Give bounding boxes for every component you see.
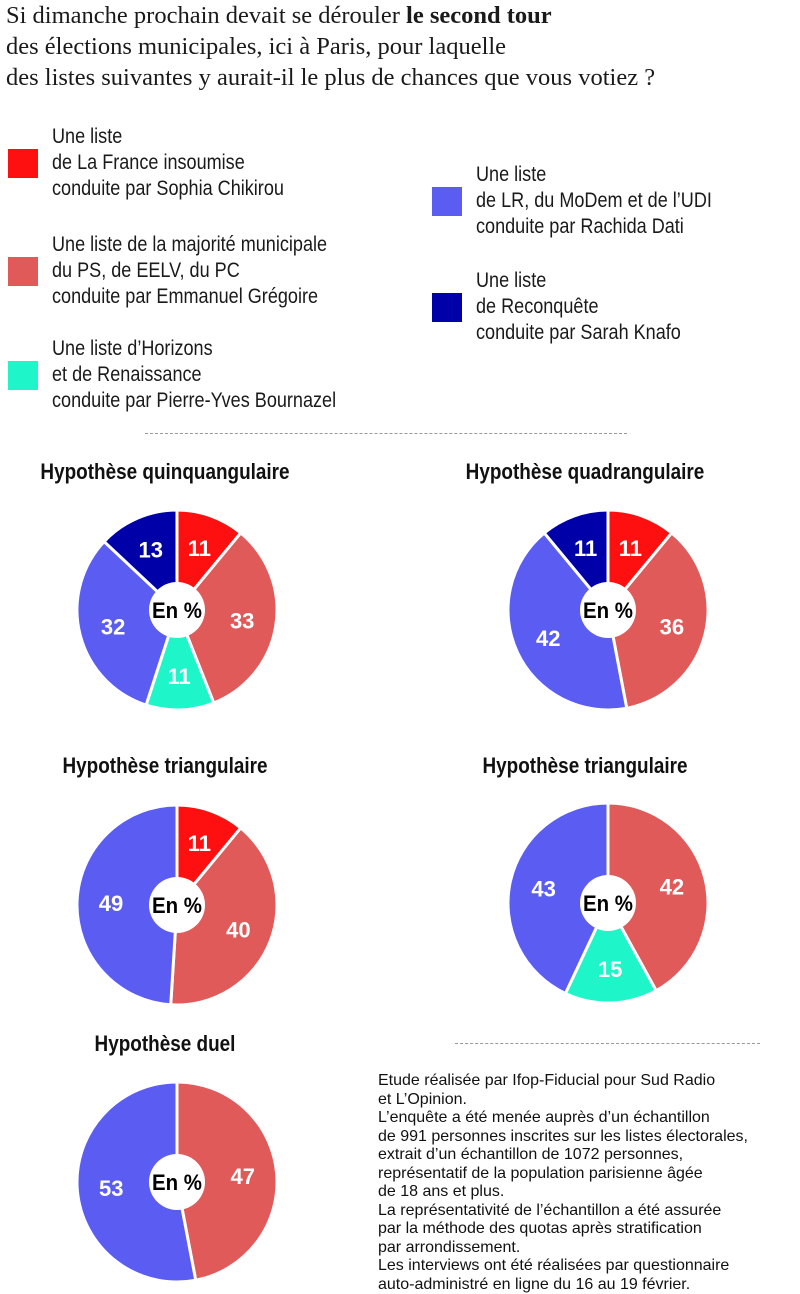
slice-value-label: 42 xyxy=(536,626,560,651)
slice-value-label: 49 xyxy=(99,891,123,916)
legend-line: Une liste xyxy=(476,162,712,188)
question-line: Si dimanche prochain devait se dérouler xyxy=(6,2,406,29)
legend-line: du PS, de EELV, du PC xyxy=(52,258,327,284)
legend-line: conduite par Sarah Knafo xyxy=(476,320,681,346)
legend-line: et de Renaissance xyxy=(52,362,336,388)
center-label: En % xyxy=(152,598,202,623)
pie-chart: 11 40 49 En % xyxy=(72,800,282,1010)
slice-value-label: 36 xyxy=(660,614,684,639)
chart-title: Hypothèse triangulaire xyxy=(482,753,687,779)
legend-line: de LR, du MoDem et de l’UDI xyxy=(476,188,712,214)
methodology-line: La représentativité de l’échantillon a é… xyxy=(378,1202,748,1221)
question-line: des élections municipales, ici à Paris, … xyxy=(6,31,655,62)
slice-value-label: 11 xyxy=(574,536,597,561)
legend-line: conduite par Rachida Dati xyxy=(476,214,712,240)
divider xyxy=(145,433,627,434)
methodology-line: par la méthode des quotas après stratifi… xyxy=(378,1220,748,1239)
slice-value-label: 43 xyxy=(531,877,555,902)
legend-swatch xyxy=(8,149,38,178)
pie-chart: 11 33 11 32 13 En % xyxy=(72,505,282,715)
legend-line: Une liste d’Horizons xyxy=(52,336,336,362)
pie-chart: 47 53 En % xyxy=(72,1077,282,1287)
center-label: En % xyxy=(152,893,202,918)
question-emphasis: le second tour xyxy=(406,2,552,29)
methodology-line: de 991 personnes inscrites sur les liste… xyxy=(378,1128,748,1147)
divider xyxy=(455,1043,760,1044)
methodology-note: Etude réalisée par Ifop-Fiducial pour Su… xyxy=(378,1072,748,1294)
chart-title: Hypothèse quadrangulaire xyxy=(466,459,705,485)
question-line: des listes suivantes y aurait-il le plus… xyxy=(6,62,655,93)
slice-value-label: 11 xyxy=(619,536,642,561)
slice-value-label: 33 xyxy=(230,608,254,633)
survey-question: Si dimanche prochain devait se dérouler … xyxy=(6,0,655,93)
slice-value-label: 53 xyxy=(99,1176,123,1201)
slice-value-label: 11 xyxy=(188,536,211,561)
chart-title: Hypothèse quinquangulaire xyxy=(40,459,289,485)
legend-line: conduite par Sophia Chikirou xyxy=(52,176,284,202)
legend-line: de Reconquête xyxy=(476,294,681,320)
slice-value-label: 11 xyxy=(188,831,211,856)
legend-line: Une liste de la majorité municipale xyxy=(52,232,327,258)
methodology-line: et L’Opinion. xyxy=(378,1091,748,1110)
methodology-line: de 18 ans et plus. xyxy=(378,1183,748,1202)
methodology-line: L’enquête a été menée auprès d’un échant… xyxy=(378,1109,748,1128)
methodology-line: Etude réalisée par Ifop-Fiducial pour Su… xyxy=(378,1072,748,1091)
slice-value-label: 13 xyxy=(139,537,163,562)
pie-chart: 42 15 43 En % xyxy=(503,798,713,1008)
legend-line: conduite par Emmanuel Grégoire xyxy=(52,284,327,310)
center-label: En % xyxy=(583,891,633,916)
methodology-line: par arrondissement. xyxy=(378,1239,748,1258)
methodology-line: auto-administré en ligne du 16 au 19 fév… xyxy=(378,1276,748,1294)
slice-value-label: 32 xyxy=(101,614,125,639)
legend-line: Une liste xyxy=(476,268,681,294)
chart-title: Hypothèse triangulaire xyxy=(62,753,267,779)
legend-line: Une liste xyxy=(52,124,284,150)
pie-chart: 11 36 42 11 En % xyxy=(503,505,713,715)
slice-value-label: 40 xyxy=(226,917,250,942)
slice-value-label: 47 xyxy=(230,1164,254,1189)
legend-line: de La France insoumise xyxy=(52,150,284,176)
center-label: En % xyxy=(152,1170,202,1195)
center-label: En % xyxy=(583,598,633,623)
legend-swatch xyxy=(432,187,462,216)
legend-line: conduite par Pierre-Yves Bournazel xyxy=(52,388,336,414)
legend-swatch xyxy=(8,361,38,390)
slice-value-label: 15 xyxy=(598,957,622,982)
chart-title: Hypothèse duel xyxy=(95,1031,236,1057)
legend-swatch xyxy=(8,257,38,286)
methodology-line: représentatif de la population parisienn… xyxy=(378,1165,748,1184)
methodology-line: Les interviews ont été réalisées par que… xyxy=(378,1257,748,1276)
slice-value-label: 42 xyxy=(660,875,684,900)
legend-swatch xyxy=(432,293,462,322)
methodology-line: extrait d’un échantillon de 1072 personn… xyxy=(378,1146,748,1165)
slice-value-label: 11 xyxy=(167,664,190,689)
